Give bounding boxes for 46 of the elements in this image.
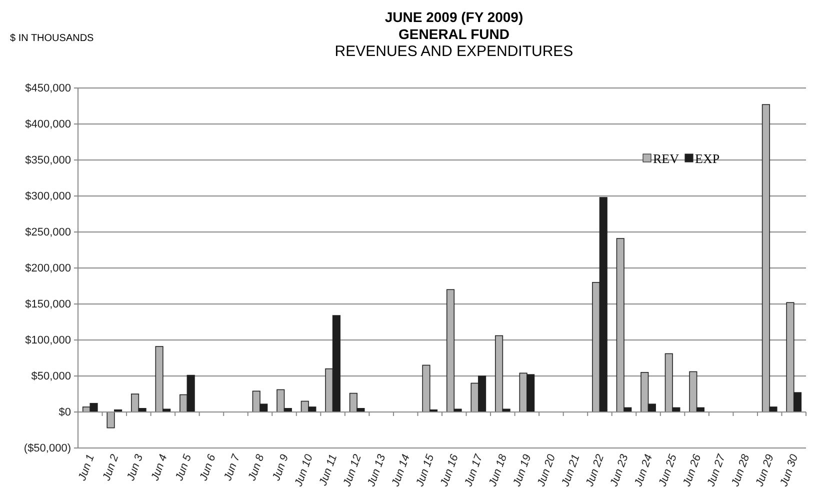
x-tick-label: Jun 30 (778, 452, 801, 490)
y-tick-label: $400,000 (25, 118, 71, 131)
x-tick-label: Jun 4 (148, 452, 170, 484)
legend-label: REV (653, 151, 680, 166)
x-tick-label: Jun 8 (246, 452, 268, 484)
x-tick-label: Jun 9 (270, 452, 292, 484)
y-axis-title: $ IN THOUSANDS (10, 33, 94, 44)
x-tick-label: Jun 6 (197, 452, 219, 484)
x-tick-label: Jun 14 (390, 452, 412, 490)
y-tick-label: $450,000 (25, 82, 71, 95)
x-tick-label: Jun 13 (365, 452, 388, 490)
x-tick-label: Jun 5 (173, 452, 194, 484)
x-tick-label: Jun 2 (100, 452, 122, 484)
y-tick-label: $200,000 (25, 262, 71, 275)
y-tick-label: $350,000 (25, 154, 71, 167)
x-tick-label: Jun 21 (559, 452, 582, 490)
x-tick-label: Jun 28 (729, 452, 752, 490)
y-tick-label: $150,000 (25, 298, 71, 311)
x-tick-label: Jun 18 (486, 452, 510, 490)
x-tick-label: Jun 1 (76, 452, 97, 484)
y-tick-label: ($50,000) (24, 442, 71, 455)
x-tick-label: Jun 16 (438, 452, 462, 490)
chart-title: JUNE 2009 (FY 2009) GENERAL FUND (384, 9, 524, 42)
x-tick-label: Jun 7 (222, 452, 243, 484)
x-tick-label: Jun 26 (680, 452, 704, 490)
x-tick-label: Jun 11 (316, 452, 340, 488)
x-tick-label: Jun 23 (608, 452, 632, 490)
x-tick-label: Jun 3 (124, 452, 146, 484)
x-tick-label: Jun 10 (292, 452, 316, 490)
legend-label: EXP (695, 151, 720, 166)
y-tick-label: $50,000 (31, 370, 71, 383)
x-tick-label: Jun 12 (340, 452, 364, 490)
x-tick-label: Jun 19 (510, 452, 534, 490)
x-tick-label: Jun 15 (414, 452, 437, 490)
x-tick-label: Jun 24 (632, 452, 656, 490)
x-tick-label: Jun 27 (704, 452, 728, 490)
y-tick-label: $300,000 (25, 190, 71, 203)
y-tick-label: $100,000 (25, 334, 71, 347)
x-tick-label: Jun 20 (535, 452, 558, 490)
y-tick-label: $0 (58, 406, 71, 419)
x-tick-label: Jun 17 (462, 452, 486, 490)
chart-subtitle: REVENUES AND EXPENDITURES (334, 43, 574, 60)
x-tick-label: Jun 22 (584, 452, 607, 490)
y-tick-label: $250,000 (25, 226, 71, 239)
x-tick-label: Jun 25 (656, 452, 680, 490)
x-tick-label: Jun 29 (754, 452, 776, 490)
